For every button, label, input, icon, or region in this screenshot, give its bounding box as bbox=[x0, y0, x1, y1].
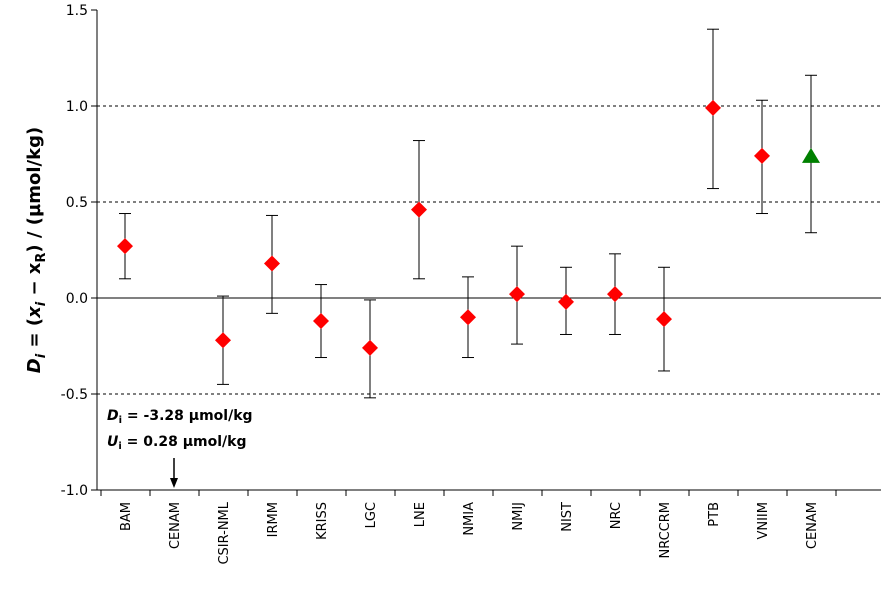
grid bbox=[97, 105, 881, 395]
y-tick-label: -0.5 bbox=[61, 387, 88, 403]
x-category-label: KRISS bbox=[315, 502, 330, 540]
x-category-label: BAM bbox=[119, 502, 134, 531]
triangle-marker bbox=[802, 147, 820, 163]
ylabel-tail: ) / (µmol/kg) bbox=[24, 127, 45, 253]
offscale-arrow-head bbox=[170, 478, 178, 488]
ylabel-xr-sub: R bbox=[34, 253, 49, 263]
x-category-label: LGC bbox=[364, 502, 379, 528]
diamond-marker bbox=[705, 99, 721, 116]
x-category-label: CENAM bbox=[168, 502, 183, 549]
diamond-marker bbox=[607, 286, 623, 303]
x-category-label: LNE bbox=[413, 502, 428, 527]
x-category-label: NRCCRM bbox=[658, 502, 673, 559]
axes bbox=[96, 10, 881, 491]
x-category-label: NRC bbox=[609, 502, 624, 529]
diamond-marker bbox=[558, 293, 574, 310]
y-ticks: -1.0 -0.5 0.0 0.5 1.0 1.5 bbox=[61, 3, 97, 499]
x-category-label: PTB bbox=[707, 502, 722, 527]
diamond-marker bbox=[215, 332, 231, 349]
diamond-marker bbox=[509, 286, 525, 303]
diamond-marker bbox=[411, 201, 427, 218]
diamond-marker bbox=[264, 255, 280, 272]
diamond-marker bbox=[656, 311, 672, 328]
y-tick-label: 0.0 bbox=[66, 291, 88, 307]
diamond-marker bbox=[362, 339, 378, 356]
diamond-marker bbox=[754, 147, 770, 164]
ylabel-eq: = ( bbox=[24, 318, 45, 354]
ylabel-minus: − bbox=[24, 274, 45, 302]
note-ui-value: Ui = 0.28 µmol/kg bbox=[107, 434, 246, 452]
x-category-label: NMIA bbox=[462, 502, 477, 536]
y-tick-label: 1.5 bbox=[66, 3, 88, 19]
x-category-label: NMIJ bbox=[511, 502, 526, 531]
x-category-label: NIST bbox=[560, 502, 575, 532]
markers bbox=[117, 99, 820, 356]
x-category-label: IRMM bbox=[266, 502, 281, 537]
y-tick-label: 0.5 bbox=[66, 195, 88, 211]
ylabel-xi-sub: i bbox=[34, 301, 49, 306]
ylabel-xr: x bbox=[24, 262, 45, 274]
x-category-label: CENAM bbox=[805, 502, 820, 549]
ylabel-d-sub: i bbox=[34, 353, 49, 358]
x-categories: BAM CENAM CSIR-NML IRMM KRISS LGC LNE NMIA NMIJ N… bbox=[100, 490, 837, 565]
ylabel-xi: x bbox=[24, 305, 45, 319]
diamond-marker bbox=[313, 313, 329, 330]
offscale-annotation: Di = -3.28 µmol/kg Ui = 0.28 µmol/kg bbox=[107, 408, 253, 488]
x-category-label: VNIIM bbox=[756, 502, 771, 540]
y-axis-label: Di = (xi − xR) / (µmol/kg) bbox=[24, 127, 49, 373]
diamond-marker bbox=[460, 309, 476, 326]
ylabel-d: D bbox=[24, 358, 45, 373]
diamond-marker bbox=[117, 238, 133, 255]
y-tick-label: 1.0 bbox=[66, 99, 88, 115]
note-di-value: Di = -3.28 µmol/kg bbox=[107, 408, 253, 426]
y-tick-label: -1.0 bbox=[61, 483, 88, 499]
x-category-label: CSIR-NML bbox=[217, 501, 232, 564]
